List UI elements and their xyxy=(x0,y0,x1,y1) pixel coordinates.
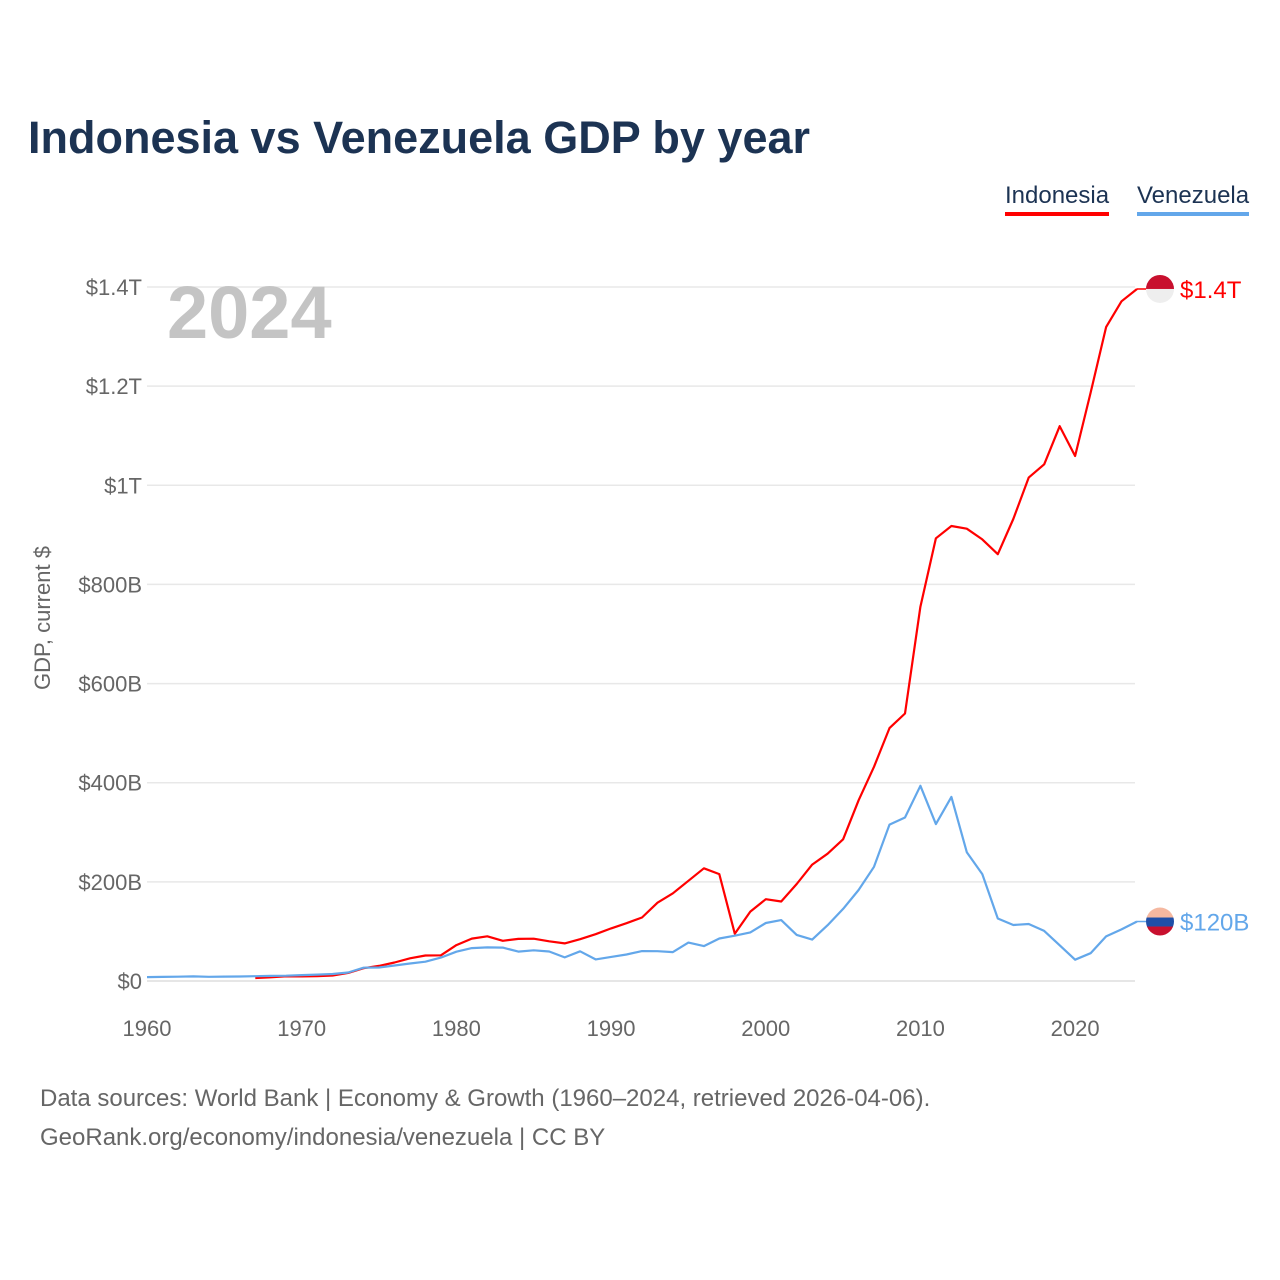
x-tick-label: 2010 xyxy=(896,1016,945,1041)
series-line-venezuela xyxy=(146,784,1138,979)
y-axis-label: GDP, current $ xyxy=(30,546,55,690)
flag-white-band xyxy=(1146,288,1174,303)
footer-sources: Data sources: World Bank | Economy & Gro… xyxy=(40,1085,931,1112)
x-tick-label: 1970 xyxy=(277,1016,326,1041)
x-tick-label: 2020 xyxy=(1051,1016,1100,1041)
footer-attribution: GeoRank.org/economy/indonesia/venezuela … xyxy=(40,1124,606,1151)
x-tick-label: 1980 xyxy=(432,1016,481,1041)
end-value-label: $120B xyxy=(1180,910,1249,937)
end-value-label: $1.4T xyxy=(1180,277,1242,304)
venezuela-flag-icon xyxy=(1146,907,1174,936)
flag-red-band xyxy=(1146,274,1174,289)
y-tick-label: $1T xyxy=(104,473,142,498)
line-chart: $0 $200B $400B $600B $800B $1T $1.2T $1.4T 1960 1… xyxy=(30,271,1249,1041)
y-tick-label: $600B xyxy=(78,672,142,697)
x-tick-label: 2000 xyxy=(741,1016,790,1041)
y-tick-label: $200B xyxy=(78,870,142,895)
indonesia-flag-icon xyxy=(1146,274,1174,303)
legend-item-indonesia[interactable]: Indonesia xyxy=(1005,182,1110,216)
x-tick-label: 1960 xyxy=(123,1016,172,1041)
chart-title: Indonesia vs Venezuela GDP by year xyxy=(28,112,811,163)
y-tick-label: $800B xyxy=(78,572,142,597)
flag-blue-band xyxy=(1146,917,1174,927)
year-watermark: 2024 xyxy=(167,271,332,354)
series-line-indonesia xyxy=(255,288,1138,980)
x-tick-label: 1990 xyxy=(587,1016,636,1041)
legend-item-venezuela[interactable]: Venezuela xyxy=(1137,182,1250,216)
y-tick-label: $400B xyxy=(78,771,142,796)
y-tick-label: $1.4T xyxy=(86,275,142,300)
flag-yellow-band xyxy=(1146,907,1174,918)
flag-red-band xyxy=(1146,926,1174,936)
y-tick-label: $0 xyxy=(118,969,142,994)
y-tick-label: $1.2T xyxy=(86,374,142,399)
